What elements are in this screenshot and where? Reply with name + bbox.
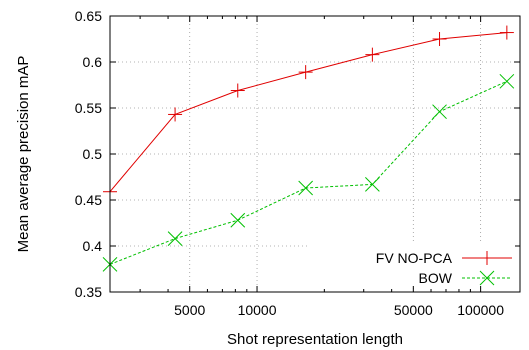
data-point xyxy=(499,25,514,40)
legend-label: FV NO-PCA xyxy=(376,250,453,266)
legend-marker-swatch xyxy=(479,270,495,286)
data-point xyxy=(432,32,447,46)
series-line-bow xyxy=(109,80,508,265)
x-tick-label: 10000 xyxy=(238,302,277,318)
legend-marker-swatch xyxy=(480,251,494,265)
data-point xyxy=(230,212,246,228)
y-tick-label: 0.65 xyxy=(75,8,102,24)
data-point xyxy=(365,177,380,192)
legend-label: BOW xyxy=(419,270,453,286)
data-point xyxy=(499,73,515,89)
series-line-fv-no-pca xyxy=(109,32,507,193)
y-tick-label: 0.6 xyxy=(83,54,103,70)
y-axis-title: Mean average precision mAP xyxy=(15,56,32,253)
data-point xyxy=(168,107,183,122)
data-point xyxy=(298,180,314,196)
x-tick-label: 100000 xyxy=(457,302,504,318)
series-layer xyxy=(102,25,515,272)
y-tick-label: 0.35 xyxy=(75,284,102,300)
data-point xyxy=(432,104,447,120)
axis-ticks: 0.35 0.4 0.45 0.5 0.55 0.6 0.65 5000 10000 50000 1… xyxy=(75,8,520,318)
legend-background xyxy=(310,242,515,286)
x-tick-label: 5000 xyxy=(174,302,205,318)
y-tick-label: 0.5 xyxy=(83,146,103,162)
data-point xyxy=(298,65,313,80)
data-point xyxy=(365,47,380,62)
legend: FV NO-PCA BOW xyxy=(310,242,515,286)
data-point xyxy=(230,83,245,98)
x-tick-label: 50000 xyxy=(394,302,433,318)
x-axis-title: Shot representation length xyxy=(227,331,403,348)
y-tick-label: 0.4 xyxy=(83,238,103,254)
y-tick-label: 0.45 xyxy=(75,192,102,208)
data-point xyxy=(167,231,183,246)
y-tick-label: 0.55 xyxy=(75,100,102,116)
